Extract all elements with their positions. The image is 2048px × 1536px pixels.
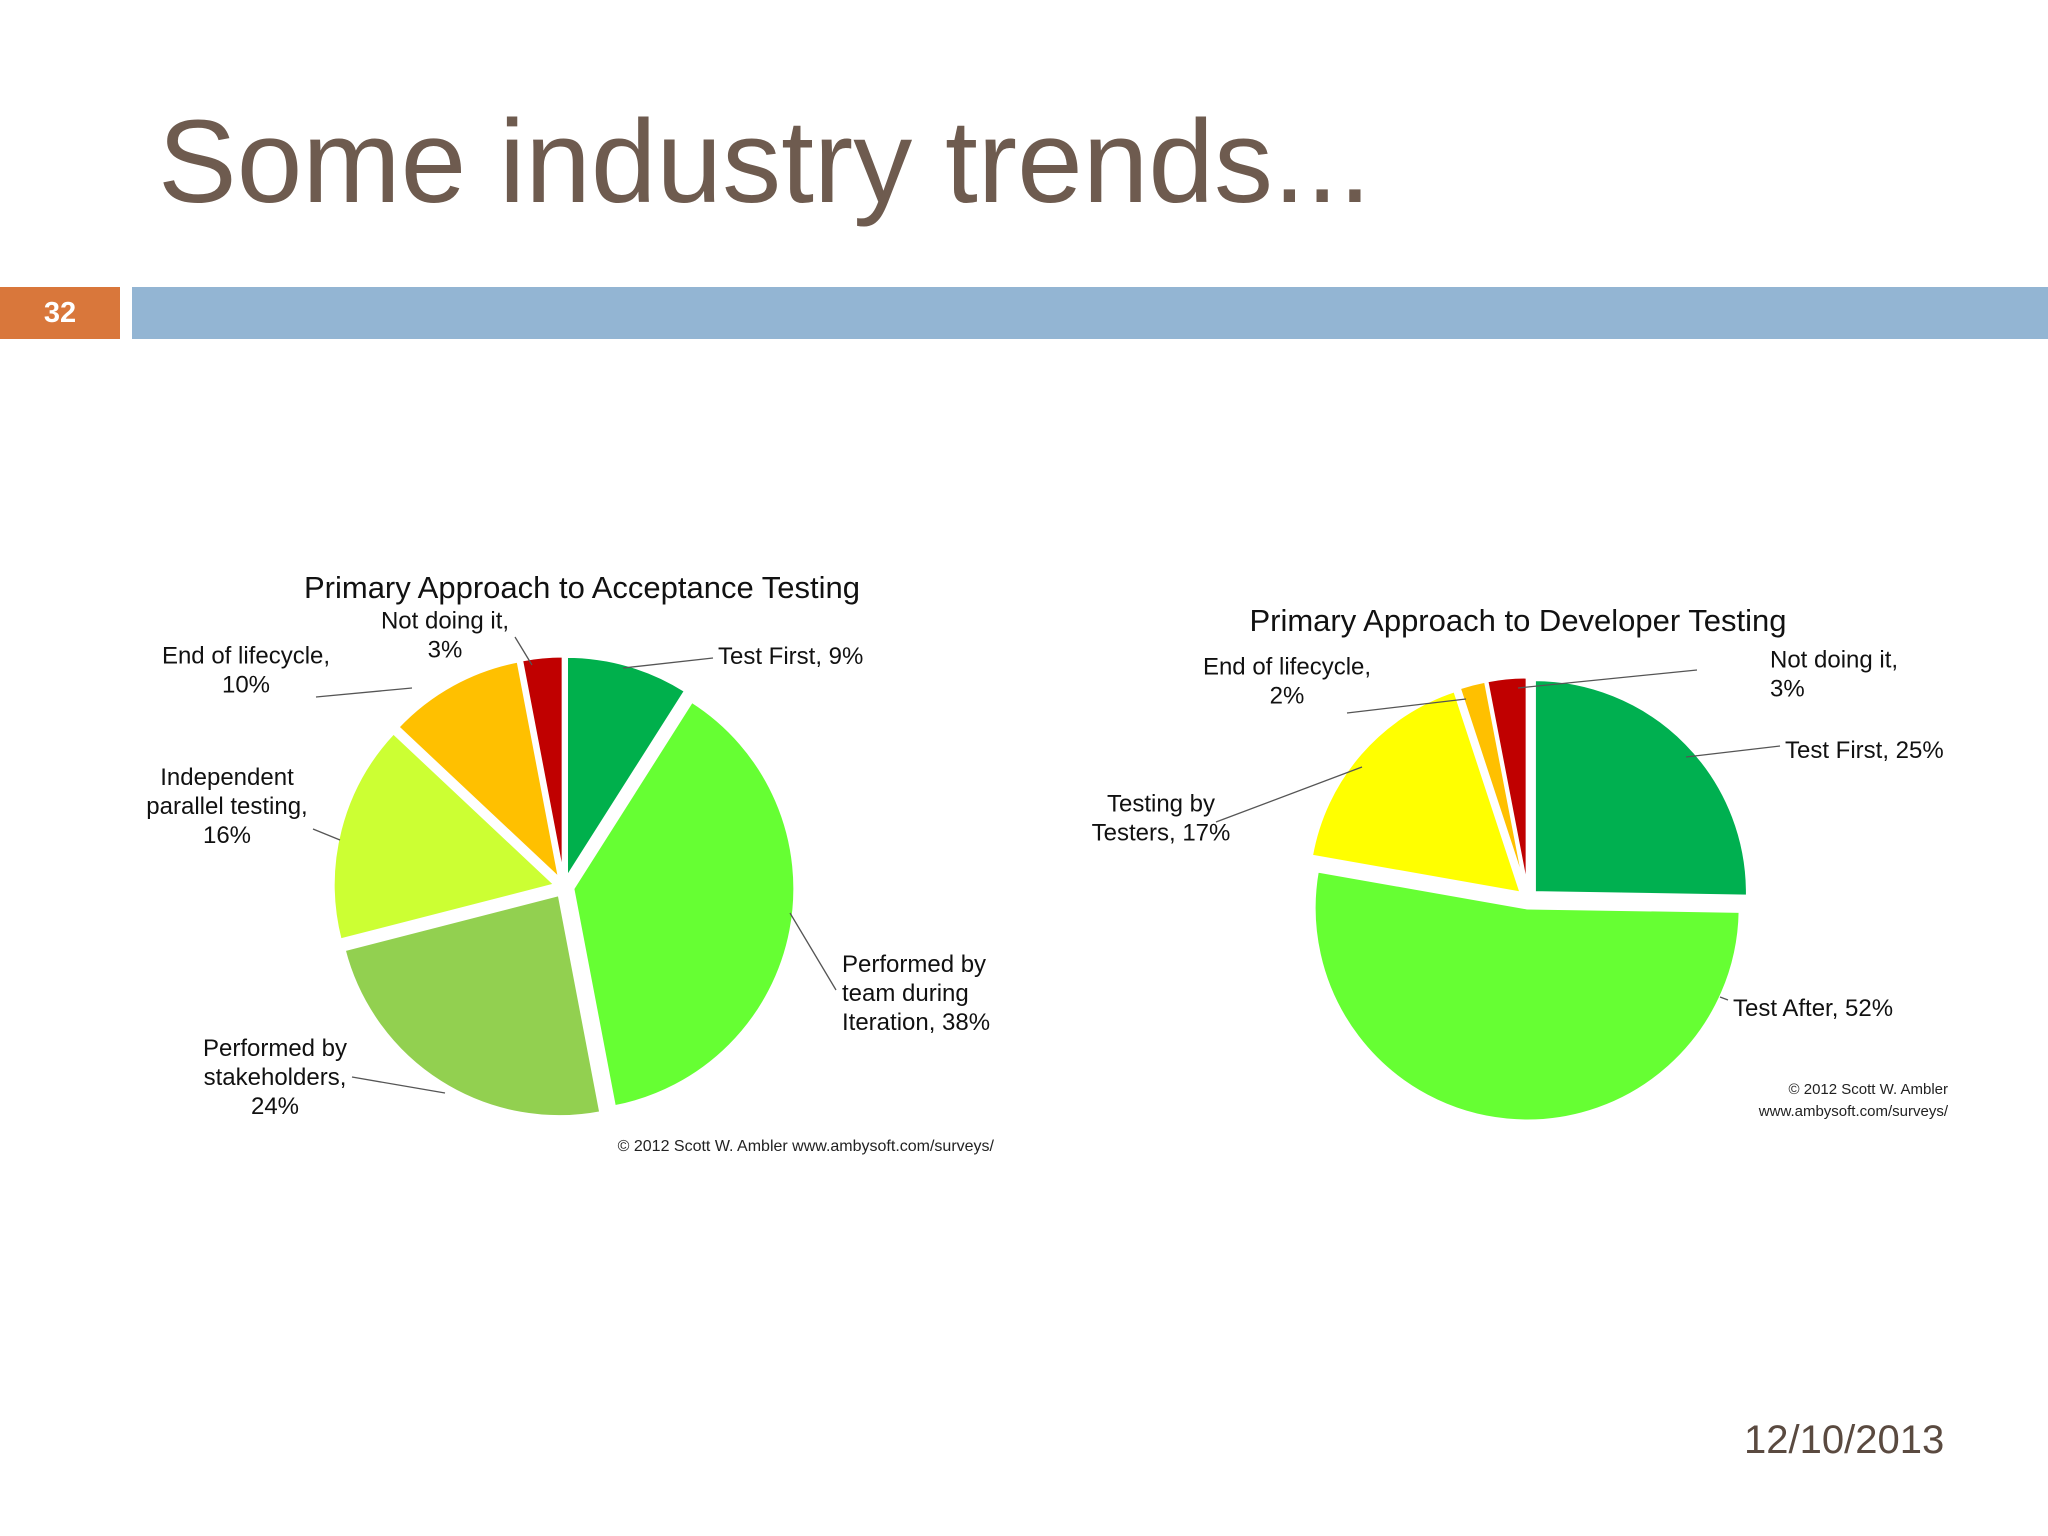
pie-slice (1312, 869, 1742, 1123)
leader-line (1685, 745, 1781, 758)
pie-slice (1309, 688, 1524, 896)
slice-label: Testers, 17% (1092, 820, 1231, 847)
leader-line (1719, 996, 1729, 1001)
slide-number-badge: 32 (0, 287, 120, 339)
chart-copyright: © 2012 Scott W. Ambler www.ambysoft.com/… (618, 1138, 995, 1155)
slice-label: 3% (1770, 676, 1805, 703)
slice-label: 2% (1270, 683, 1305, 710)
slice-label: Test First, 9% (718, 643, 863, 670)
slice-label: Performed by (203, 1035, 347, 1062)
slice-label: 16% (203, 822, 251, 849)
slice-label: Test After, 52% (1733, 995, 1893, 1022)
chart-title: Primary Approach to Developer Testing (1249, 603, 1786, 638)
leader-line (312, 828, 341, 841)
slice-label: team during (842, 980, 969, 1007)
slice-label: Test First, 25% (1785, 737, 1944, 764)
slice-label: Not doing it, (1770, 647, 1898, 674)
leader-line (351, 1076, 446, 1094)
slice-label: End of lifecycle, (1203, 654, 1371, 681)
leader-line (514, 636, 533, 666)
slice-label: Independent (160, 764, 294, 791)
chart-copyright-line: www.ambysoft.com/surveys/ (1758, 1103, 1949, 1120)
leader-line (789, 912, 837, 991)
pie-slice (571, 699, 797, 1109)
pie-slice (395, 659, 563, 884)
slide-date: 12/10/2013 (1744, 1418, 1945, 1462)
slice-label: Not doing it, (381, 608, 509, 635)
pie-slice (565, 654, 688, 884)
leader-line (1346, 698, 1467, 714)
pie-slice (331, 730, 559, 942)
header-bar (132, 287, 2048, 339)
pie-slice (1485, 675, 1529, 891)
pie-slice (342, 892, 603, 1119)
slice-label: 10% (222, 672, 270, 699)
pie-slice (1532, 678, 1749, 898)
chart-copyright-line: © 2012 Scott W. Ambler (1789, 1081, 1948, 1098)
slide-title: Some industry trends... (158, 96, 1372, 228)
leader-line (1517, 669, 1698, 689)
slice-label: 3% (428, 637, 463, 664)
leader-line (1215, 766, 1363, 823)
leader-line (622, 657, 714, 669)
slice-label: stakeholders, (204, 1064, 347, 1091)
leader-line (315, 687, 413, 698)
slice-label: Testing by (1107, 791, 1215, 818)
slice-label: parallel testing, (146, 793, 307, 820)
developer-testing-pie-chart: Primary Approach to Developer Testing © … (1092, 603, 1949, 1123)
slice-label: Performed by (842, 951, 986, 978)
pie-slice (519, 654, 565, 879)
chart-title: Primary Approach to Acceptance Testing (304, 570, 860, 605)
slice-label: Iteration, 38% (842, 1009, 990, 1036)
slice-label: End of lifecycle, (162, 643, 330, 670)
slice-label: 24% (251, 1093, 299, 1120)
acceptance-testing-pie-chart: Primary Approach to Acceptance Testing ©… (146, 570, 994, 1155)
